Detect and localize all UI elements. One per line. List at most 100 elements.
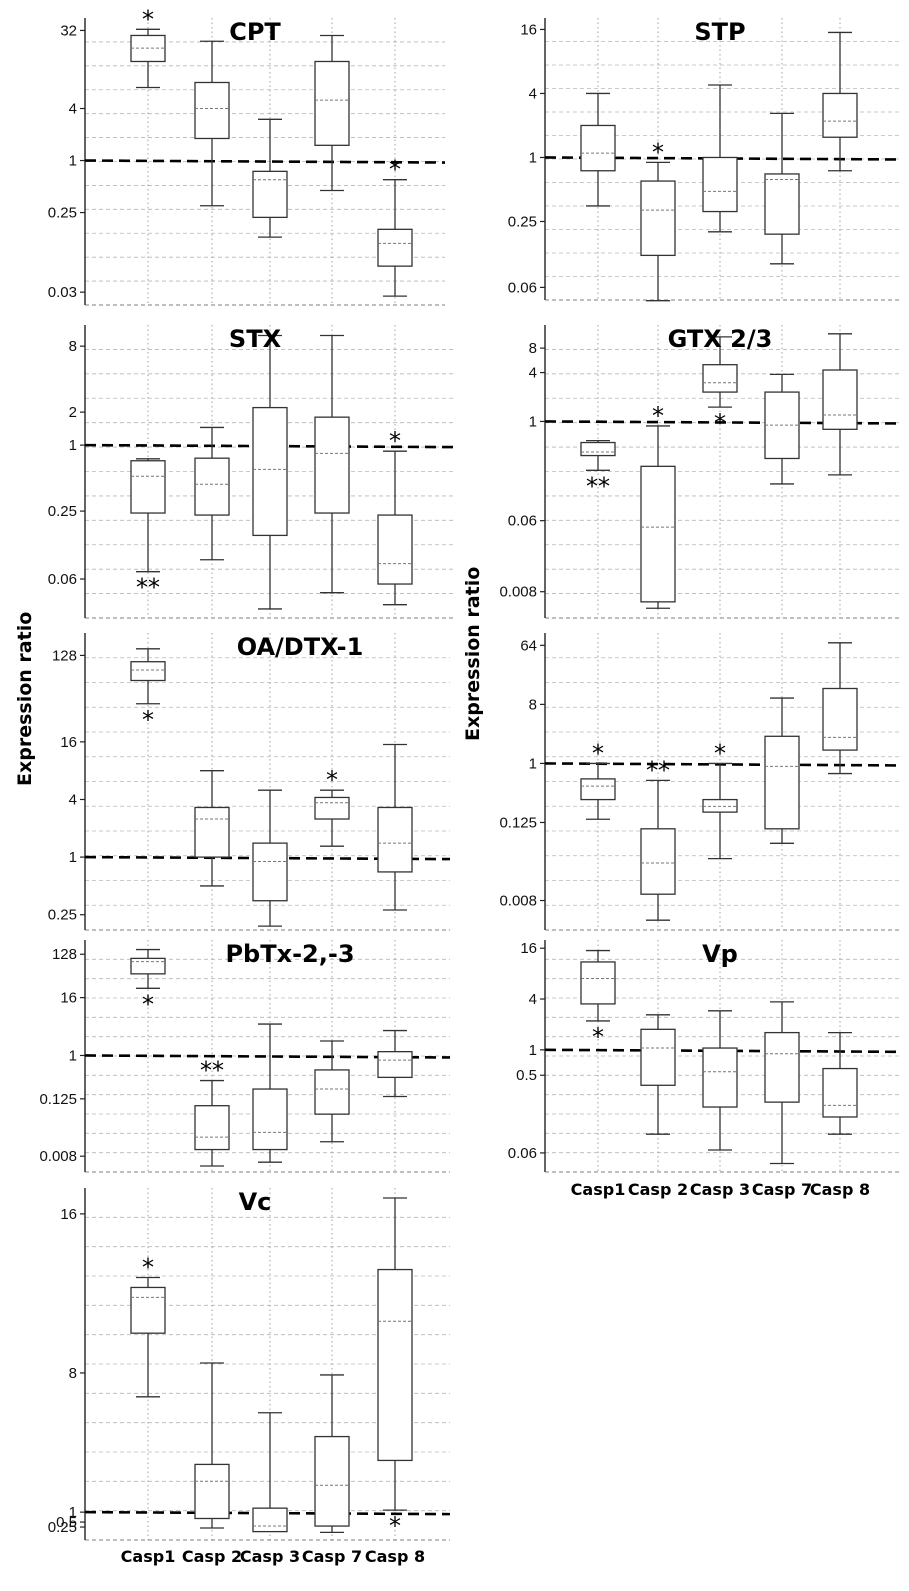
y-tick-label: 32 [60,22,77,39]
box-iqr [377,806,413,873]
significance-star: * [389,1512,401,1540]
y-tick-label: 0.06 [508,513,537,530]
box-iqr [130,957,166,975]
box-casp8 [822,333,858,476]
panel-title: Vc [239,1188,272,1216]
box-iqr [764,1031,800,1103]
box-iqr [640,180,676,257]
box-iqr [702,364,738,393]
y-tick-label: 4 [529,365,537,382]
box-iqr [377,1268,413,1462]
panel-vp: 16 4 1 0.5 0.06 * Vp [508,940,901,1173]
x-tick-label: Casp 8 [365,1547,425,1566]
y-tick-label: 0.008 [499,893,537,910]
box-iqr [194,81,230,140]
box-casp7 [764,112,800,265]
significance-star: * [142,5,154,33]
y-tick-label: 1 [69,437,77,454]
significance-star: * [714,409,726,437]
y-tick-label: 1 [529,755,537,772]
box-casp1: * [580,949,616,1051]
x-tick-label: Casp 2 [628,1180,688,1199]
panel-title: STP [694,18,745,46]
significance-star: * [142,990,154,1018]
y-tick-label: 0.008 [499,584,537,601]
box-iqr [377,1051,413,1079]
panel-oa-dtx-1: 128 16 4 1 0.25 * * OA/DTX-1 [48,633,451,931]
significance-star: * [142,1254,154,1282]
box-casp8 [822,31,858,172]
box-casp8: * [377,1197,413,1540]
y-tick-label: 0.25 [508,213,537,230]
y-tick-label: 16 [60,1206,77,1223]
significance-star: ** [586,472,610,500]
significance-star: * [592,1023,604,1051]
reference-line [84,1510,451,1516]
panel-title: CPT [229,18,281,46]
box-casp2 [640,1014,676,1135]
significance-star: * [652,138,664,166]
box-casp8 [822,1031,858,1135]
box-iqr [640,1028,676,1086]
box-casp3 [702,84,738,233]
box-casp2: * [640,138,676,302]
y-tick-label: 16 [520,21,537,38]
y-tick-label: 8 [529,340,537,357]
y-tick-label: 128 [52,647,77,664]
x-tick-label: Casp1 [121,1547,176,1566]
box-iqr [314,1435,350,1527]
reference-line [84,1054,451,1059]
box-casp2 [194,770,230,887]
box-casp8 [377,1029,413,1098]
reference-line [84,159,446,164]
significance-star: * [389,427,401,455]
box-casp3 [252,334,288,610]
box-casp3 [252,789,288,927]
significance-star: * [714,739,726,767]
box-iqr [702,156,738,213]
panel-title: GTX 2/3 [668,325,773,353]
box-iqr [252,1507,288,1533]
box-iqr [252,406,288,537]
box-casp3: * [702,739,738,860]
box-casp8 [377,743,413,911]
box-iqr [702,798,738,813]
box-iqr [822,687,858,751]
box-iqr [580,124,616,172]
box-iqr [130,661,166,682]
y-tick-label: 16 [60,990,77,1007]
significance-star: ** [136,574,160,602]
x-tick-label: Casp 2 [182,1547,242,1566]
box-iqr [580,441,616,457]
panel-stp: 16 4 1 0.25 0.06 * STP [508,18,901,302]
significance-star: * [142,706,154,734]
y-tick-label: 8 [529,696,537,713]
box-iqr [764,173,800,235]
box-casp7 [314,34,350,192]
box-iqr [194,1105,230,1151]
box-iqr [822,369,858,430]
y-tick-label: 1 [69,1047,77,1064]
box-casp1: * [130,5,166,89]
box-iqr [130,460,166,514]
y-axis-label-left: Expression ratio [14,611,36,786]
box-casp2: ** [640,756,676,921]
significance-star: * [592,739,604,767]
y-tick-label: 0.25 [48,907,77,924]
box-iqr [702,1047,738,1108]
y-tick-label: 1 [69,153,77,170]
box-iqr [640,465,676,603]
box-casp3 [252,118,288,238]
box-iqr [252,170,288,219]
box-iqr [194,1463,230,1520]
panel-title: PbTx-2,-3 [225,940,354,968]
y-tick-label: 0.06 [508,1145,537,1162]
box-iqr [640,828,676,895]
box-casp7 [314,1374,350,1534]
box-iqr [252,842,288,902]
box-casp1 [580,92,616,207]
box-casp3: * [702,336,738,437]
